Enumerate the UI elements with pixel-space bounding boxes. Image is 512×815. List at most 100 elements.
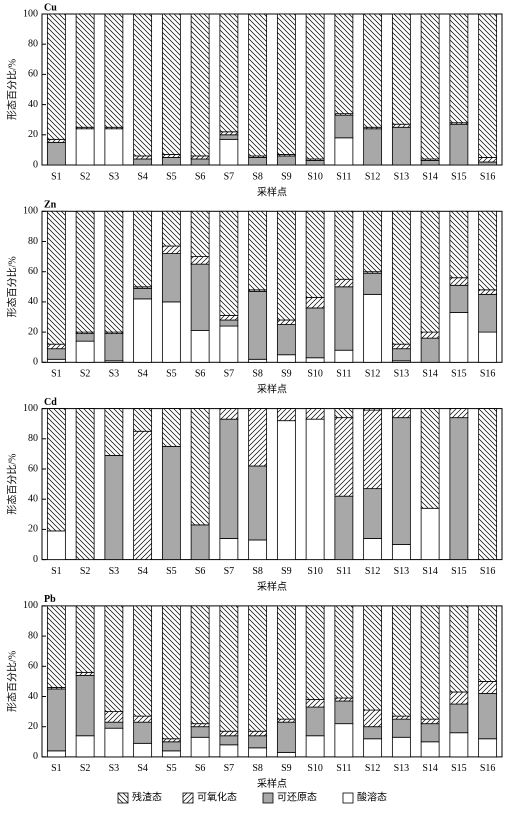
bar-segment (420, 605, 440, 720)
bar-segment (305, 408, 325, 420)
bar-segment (133, 605, 153, 717)
bar-segment (363, 488, 383, 539)
bar-segment (190, 736, 210, 758)
bar-segment (478, 331, 498, 363)
bar-segment (449, 408, 469, 419)
bar-segment (219, 13, 239, 133)
y-tick-label: 40 (28, 296, 38, 307)
bar-segment (363, 726, 383, 740)
bar-segment (46, 343, 66, 350)
bar-segment (46, 750, 66, 758)
x-tick-label: S6 (195, 369, 206, 380)
bar-segment (104, 210, 124, 333)
plot-frame (41, 408, 503, 561)
bar-segment (219, 319, 239, 327)
bar-segment (161, 301, 181, 363)
bar-segment (449, 703, 469, 734)
bar-segment (133, 742, 153, 758)
x-tick-label: S6 (195, 763, 206, 774)
bar-segment (334, 137, 354, 166)
x-tick-label: S12 (365, 369, 381, 380)
bar-segment (104, 727, 124, 758)
x-tick-label: S7 (224, 171, 235, 182)
x-axis-label: 采样点 (257, 777, 287, 790)
bar-segment (420, 408, 440, 509)
bar-segment (363, 738, 383, 758)
bar-segment (75, 408, 95, 561)
bar-segment (190, 605, 210, 725)
y-tick-label: 100 (23, 8, 38, 19)
x-tick-label: S12 (365, 763, 381, 774)
bar-segment (391, 408, 411, 419)
x-tick-label: S3 (109, 566, 120, 577)
bar-segment (334, 723, 354, 758)
x-tick-label: S2 (80, 763, 91, 774)
x-tick-label: S3 (109, 171, 120, 182)
bar-segment (334, 278, 354, 288)
bar-segment (449, 312, 469, 363)
bar-segment (161, 210, 181, 247)
x-tick-label: S15 (451, 763, 467, 774)
bar-segment (276, 751, 296, 758)
bar-segment (219, 325, 239, 363)
bar-segment (276, 319, 296, 325)
y-tick-label: 60 (28, 463, 38, 474)
x-tick-label: S16 (480, 763, 496, 774)
bar-segment (190, 408, 210, 526)
x-tick-label: S13 (394, 566, 410, 577)
y-tick-label: 20 (28, 524, 38, 535)
bar-segment (161, 445, 181, 561)
bar-segment (420, 13, 440, 160)
bar-segment (449, 123, 469, 166)
bar-segment (478, 408, 498, 561)
bar-segment (248, 358, 268, 363)
bar-segment (420, 210, 440, 333)
bar-segment (449, 691, 469, 705)
x-tick-label: S14 (422, 369, 438, 380)
bar-segment (248, 730, 268, 737)
bar-segment (305, 357, 325, 363)
bar-segment (133, 298, 153, 363)
y-tick-label: 60 (28, 69, 38, 80)
y-tick-label: 0 (33, 159, 38, 170)
legend-swatch (342, 792, 354, 804)
legend-swatch (182, 792, 194, 804)
bar-segment (248, 747, 268, 758)
bar-segment (46, 688, 66, 752)
bar-segment (334, 697, 354, 702)
x-tick-label: S9 (281, 171, 292, 182)
bar-segment (276, 408, 296, 422)
bar-segment (276, 718, 296, 723)
panel-title: Cu (44, 2, 57, 13)
bar-segment (190, 155, 210, 160)
bar-segment (391, 736, 411, 758)
bar-segment (334, 286, 354, 351)
bar-segment (334, 114, 354, 139)
bar-segment (334, 13, 354, 115)
bar-segment (334, 700, 354, 725)
x-tick-label: S1 (51, 763, 62, 774)
bar-segment (190, 210, 210, 258)
bar-segment (190, 13, 210, 157)
bar-segment (478, 289, 498, 295)
bar-segment (420, 718, 440, 725)
bar-segment (46, 408, 66, 532)
bar-segment (161, 408, 181, 447)
bar-segment (248, 735, 268, 749)
bar-segment (219, 418, 239, 539)
x-tick-label: S16 (480, 566, 496, 577)
panel: Zn 形态百分比/% 采样点 0 20 40 60 80 100 S1 S2 S3 S4 S5 S6 S7 S8… (5, 200, 503, 396)
bar-segment (75, 13, 95, 128)
y-axis-label: 形态百分比/% (5, 59, 18, 120)
y-axis-label: 形态百分比/% (5, 651, 18, 712)
bar-segment (363, 128, 383, 166)
bar-segment (449, 284, 469, 313)
x-tick-label: S6 (195, 171, 206, 182)
y-tick-label: 80 (28, 236, 38, 247)
bar-segment (75, 340, 95, 363)
bar-segment (190, 723, 210, 728)
x-axis-label: 采样点 (257, 383, 287, 396)
bar-segment (133, 721, 153, 744)
bar-segment (276, 210, 296, 321)
